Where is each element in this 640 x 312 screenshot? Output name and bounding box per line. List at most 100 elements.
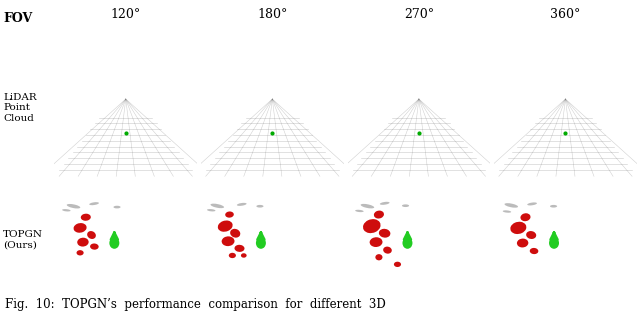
Point [552,83,563,88]
Point [280,35,291,40]
Point [100,45,111,50]
Point [291,100,301,105]
Point [379,155,389,160]
Point [403,43,413,48]
Point [111,131,122,136]
Point [447,139,458,144]
Point [92,35,102,40]
Point [418,88,428,93]
Point [88,103,98,108]
Point [240,79,250,84]
Point [543,108,554,113]
Point [153,104,163,109]
Point [591,118,601,123]
Point [92,126,102,131]
Point [97,160,108,165]
Point [549,98,559,103]
Point [546,78,556,83]
Point [299,118,309,123]
Point [540,78,550,83]
Point [248,60,258,65]
Point [387,60,397,65]
Point [535,117,545,122]
Point [249,84,259,89]
Point [230,137,241,142]
Point [507,36,517,41]
Point [81,136,91,141]
Point [104,155,114,160]
Point [234,174,244,179]
Point [141,131,151,136]
Point [585,125,595,130]
Point [269,114,279,119]
Point [385,74,395,79]
Point [237,151,248,156]
Point [230,135,241,140]
Point [394,150,404,155]
Point [532,163,542,168]
Point [591,172,601,177]
Point [263,122,273,127]
Point [445,109,455,114]
Point [548,50,559,55]
Point [438,62,448,67]
Point [91,136,101,141]
Point [183,158,193,163]
Point [593,72,603,77]
Point [536,63,547,68]
Point [540,46,550,51]
Point [541,45,552,50]
Point [254,107,264,112]
Point [246,132,257,137]
Ellipse shape [225,212,234,218]
Point [104,45,114,50]
Point [260,64,270,69]
Point [449,109,460,114]
Point [298,83,308,88]
Point [440,126,450,131]
Point [251,73,261,78]
Point [513,134,524,139]
Point [506,80,516,85]
Point [255,93,266,98]
Point [547,132,557,137]
Point [404,140,415,145]
Point [402,141,412,146]
Point [257,82,267,87]
Point [108,70,118,75]
Point [300,101,310,106]
Point [465,149,476,154]
Point [589,88,600,93]
Point [580,148,590,153]
Point [157,79,168,84]
Point [104,68,115,73]
Point [532,136,542,141]
Point [232,136,242,141]
Point [561,146,571,151]
Point [556,78,566,83]
Point [380,140,390,145]
Point [543,121,554,126]
Point [551,132,561,137]
Point [372,48,383,53]
Point [230,141,240,146]
Point [389,97,399,102]
Point [402,54,412,59]
Point [207,100,218,105]
Point [442,84,452,89]
Point [104,160,115,165]
Point [314,102,324,107]
Point [538,30,548,35]
Point [303,130,313,135]
Point [152,110,162,115]
Point [552,93,563,98]
Point [156,87,166,92]
Point [391,127,401,132]
Point [257,49,268,54]
Point [81,151,92,156]
Point [88,159,99,164]
Point [234,116,244,121]
Point [84,142,94,147]
Point [538,69,548,74]
Point [402,75,412,80]
